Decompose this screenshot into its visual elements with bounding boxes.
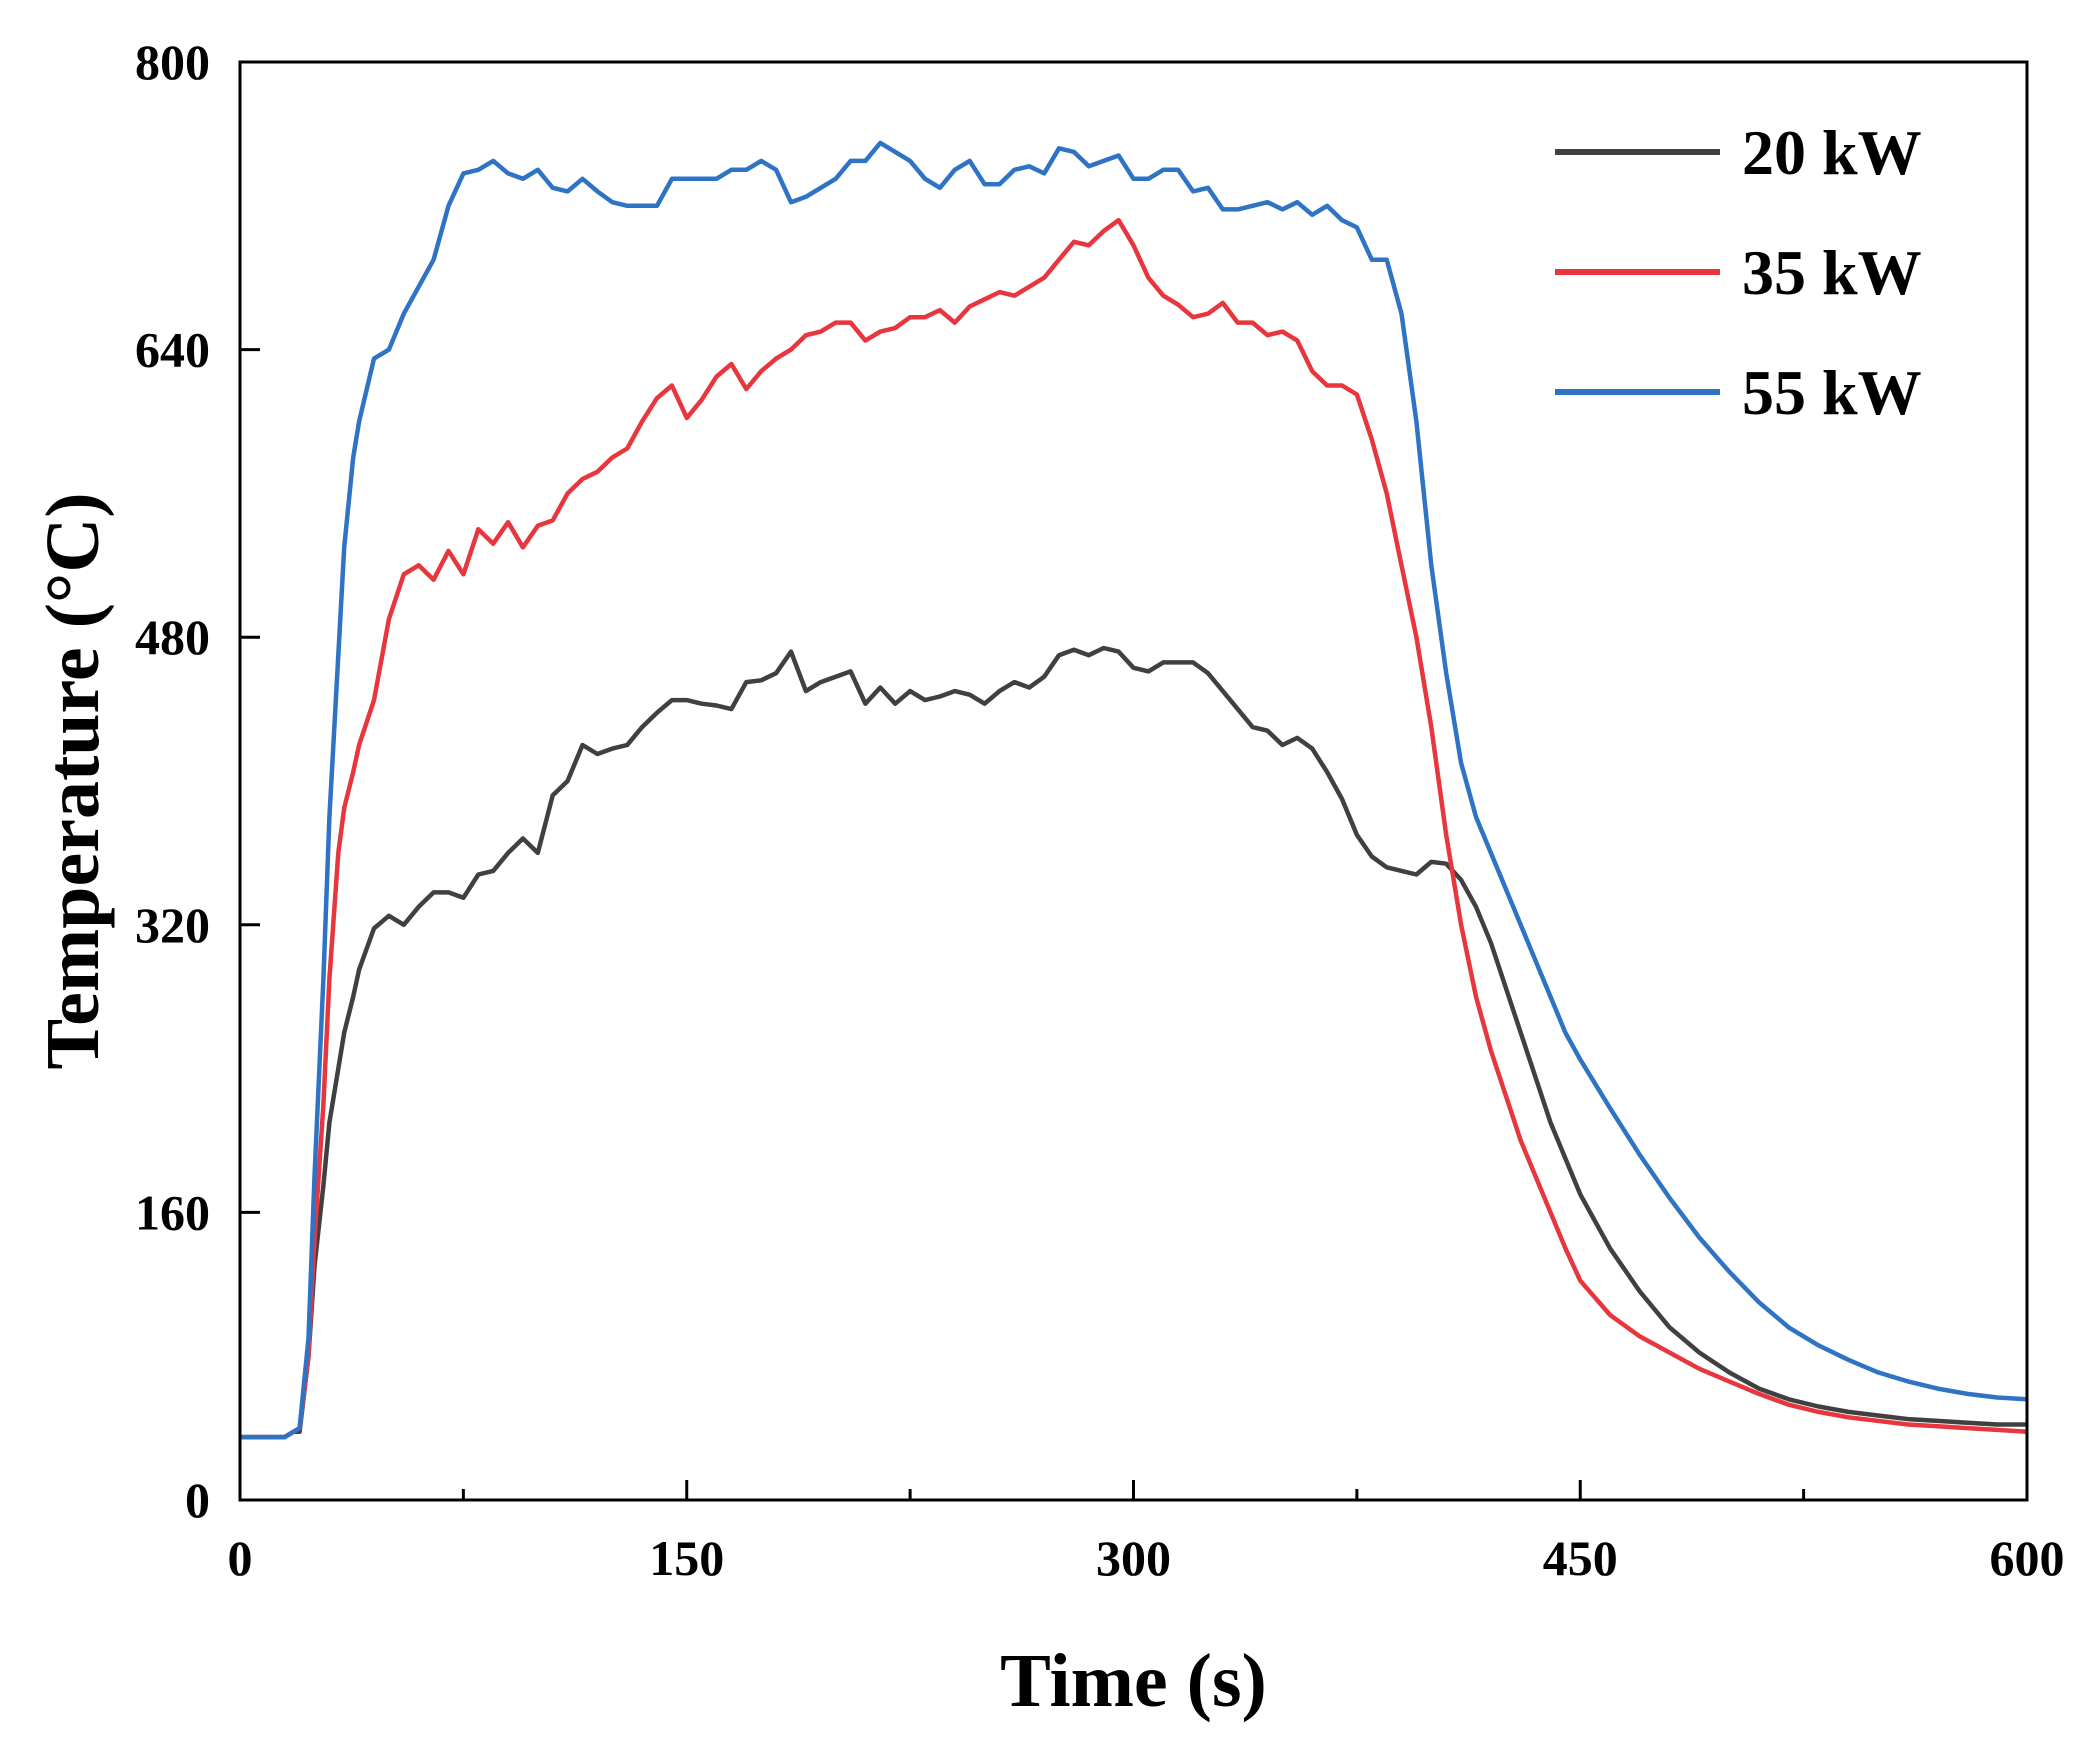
- series-line-20-kw: [240, 645, 2027, 1440]
- y-tick-label: 640: [135, 322, 210, 378]
- legend-label: 35 kW: [1742, 237, 1922, 308]
- x-axis-title: Time (s): [1000, 1639, 1267, 1723]
- series-line-35-kw: [240, 217, 2028, 1440]
- y-tick-label: 480: [135, 609, 210, 665]
- y-tick-label: 160: [135, 1184, 210, 1240]
- y-axis-title: Temperature (°C): [31, 492, 115, 1069]
- y-tick-label: 320: [135, 897, 210, 953]
- x-tick-label: 600: [1990, 1530, 2065, 1586]
- legend-label: 55 kW: [1742, 357, 1922, 428]
- y-tick-label: 800: [135, 34, 210, 90]
- legend-label: 20 kW: [1742, 117, 1922, 188]
- legend: 20 kW 35 kW 55 kW: [1555, 117, 1922, 428]
- x-tick-label: 0: [228, 1530, 253, 1586]
- series-line-55-kw: [240, 140, 2028, 1440]
- x-tick-label: 450: [1543, 1530, 1618, 1586]
- tick-layer: 0 150 300 450 600 0 160 320 480 640 800: [135, 34, 2065, 1586]
- x-tick-label: 150: [649, 1530, 724, 1586]
- x-tick-label: 300: [1096, 1530, 1171, 1586]
- series-layer: [240, 140, 2028, 1440]
- y-tick-label: 0: [185, 1472, 210, 1528]
